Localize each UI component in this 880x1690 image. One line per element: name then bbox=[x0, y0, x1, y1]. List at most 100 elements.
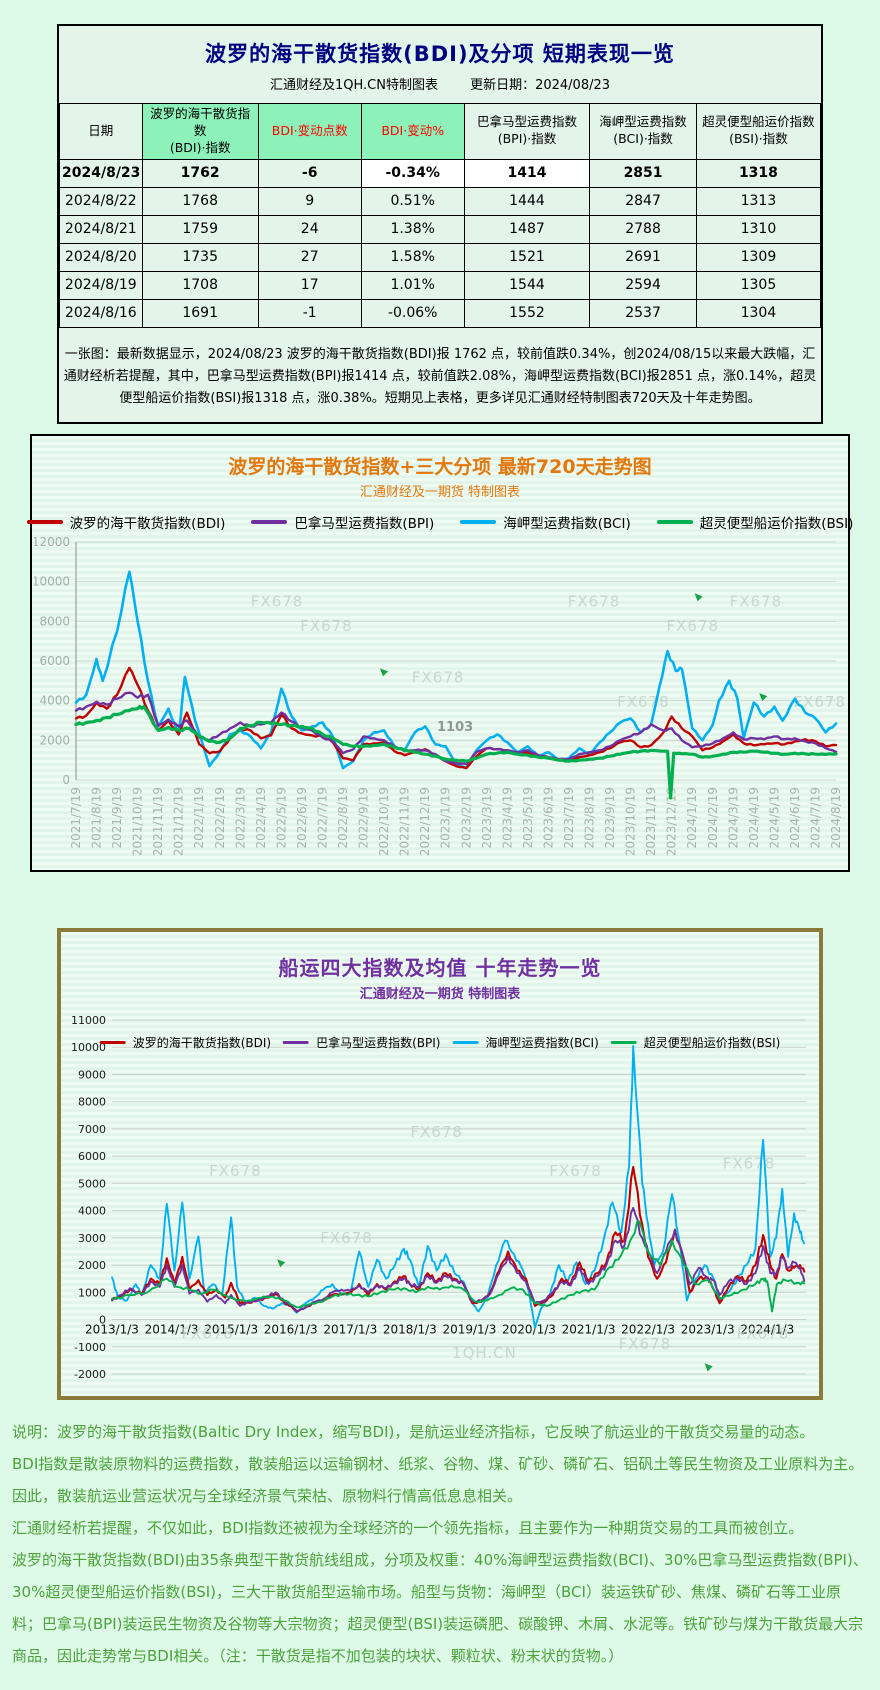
legend-item-bsi[interactable]: 超灵便型船运价指数(BSI) bbox=[656, 512, 854, 532]
x-tick-label: 2023/6/19 bbox=[541, 787, 555, 849]
watermark: FX678 bbox=[793, 693, 846, 711]
cursor-arrow-icon bbox=[380, 668, 388, 677]
table-cell: 2024/8/20 bbox=[59, 242, 143, 272]
cursor-arrow-icon bbox=[759, 692, 768, 701]
x-tick-label: 2021/11/19 bbox=[151, 787, 165, 856]
table-cell: 1310 bbox=[695, 214, 822, 244]
footnote-line: 说明：波罗的海干散货指数(Baltic Dry Index，缩写BDI)，是航运… bbox=[12, 1422, 815, 1441]
y-tick-label: 12000 bbox=[34, 535, 70, 549]
table-cell: -1 bbox=[257, 298, 362, 328]
y-tick-label: 8000 bbox=[78, 1095, 106, 1108]
series-line-bsi bbox=[74, 704, 838, 800]
y-tick-label: 4000 bbox=[78, 1204, 106, 1217]
series-line-bdi bbox=[74, 666, 838, 769]
x-tick-label: 2024/1/19 bbox=[685, 787, 699, 849]
table-cell: 1735 bbox=[141, 242, 259, 272]
table-row: 2024/8/19 1708 17 1.01% 1544 2594 1305 bbox=[59, 270, 822, 300]
x-tick-label: 2017/1/3 bbox=[323, 1322, 377, 1336]
watermark: FX678 bbox=[667, 616, 720, 634]
watermark: FX678 bbox=[209, 1161, 262, 1179]
legend-label: 海岬型运费指数(BCI) bbox=[485, 1035, 599, 1050]
x-tick-label: 2022/4/19 bbox=[254, 787, 268, 849]
table-cell: 1768 bbox=[141, 186, 259, 216]
chart2-wrap: -2000 -1000 0 1000 2000 3000 4000 5000 6000 7000 8… bbox=[61, 1004, 819, 1386]
y-tick-label: 0 bbox=[62, 773, 70, 787]
footnote-line: BDI指数是散装原物料的运费指数，散装船运以运输钢材、纸浆、谷物、煤、矿砂、磷矿… bbox=[12, 1454, 864, 1473]
legend-label: 海岬型运费指数(BCI) bbox=[503, 515, 631, 532]
table-cell: 1313 bbox=[695, 186, 822, 216]
legend-item-bdi[interactable]: 波罗的海干散货指数(BDI) bbox=[26, 512, 226, 532]
legend-swatch-bci-icon bbox=[460, 519, 497, 524]
table-cell: -0.34% bbox=[360, 158, 465, 188]
subtitle-update-date: 更新日期：2024/08/23 bbox=[470, 78, 611, 93]
legend-label: 超灵便型船运价指数(BSI) bbox=[699, 515, 854, 532]
x-tick-label: 2023/10/19 bbox=[624, 787, 638, 856]
table-cell: 2851 bbox=[589, 158, 697, 188]
watermark: FX678 bbox=[730, 592, 783, 610]
x-tick-label: 2023/1/3 bbox=[681, 1322, 735, 1336]
cursor-arrow-icon bbox=[704, 1363, 713, 1372]
legend-item-bci[interactable]: 海岬型运费指数(BCI) bbox=[452, 1034, 599, 1051]
column-header: 波罗的海干散货指数 (BDI)·指数 bbox=[141, 103, 259, 160]
x-tick-label: 2023/5/19 bbox=[521, 787, 535, 849]
x-tick-label: 2023/11/19 bbox=[644, 787, 658, 856]
legend-swatch-bdi-icon bbox=[26, 519, 63, 524]
x-tick-label: 2023/9/19 bbox=[603, 787, 617, 849]
legend-item-bsi[interactable]: 超灵便型船运价指数(BSI) bbox=[610, 1034, 781, 1051]
y-tick-label: 3000 bbox=[78, 1231, 106, 1244]
x-tick-label: 2022/8/19 bbox=[336, 787, 350, 849]
legend-label: 巴拿马型运费指数(BPI) bbox=[294, 515, 435, 532]
x-tick-label: 2023/1/19 bbox=[439, 787, 453, 849]
x-tick-label: 2024/6/19 bbox=[788, 787, 802, 849]
legend-label: 波罗的海干散货指数(BDI) bbox=[132, 1035, 272, 1050]
table-cell: 1.58% bbox=[360, 242, 465, 272]
chart1-plot: 0 2000 4000 6000 8000 10000 12000 2021/7/19 2021… bbox=[34, 535, 846, 856]
table-cell: 1759 bbox=[141, 214, 259, 244]
table-cell: 1318 bbox=[695, 158, 822, 188]
y-tick-label: 5000 bbox=[78, 1177, 106, 1190]
watermark: FX678 bbox=[619, 1335, 672, 1353]
legend-item-bdi[interactable]: 波罗的海干散货指数(BDI) bbox=[99, 1034, 272, 1051]
legend-swatch-bpi-icon bbox=[251, 519, 288, 524]
data-label: 1103 bbox=[437, 720, 473, 735]
bdi-summary-panel: 波罗的海干散货指数(BDI)及分项 短期表现一览 汇通财经及1QH.CN特制图表… bbox=[57, 24, 823, 424]
legend-swatch-bsi-icon bbox=[656, 519, 693, 524]
table-cell: 2024/8/21 bbox=[59, 214, 143, 244]
table-cell: 1521 bbox=[463, 242, 591, 272]
chart2-title: 船运四大指数及均值 十年走势一览 bbox=[278, 955, 602, 980]
table-cell: 2024/8/23 bbox=[59, 158, 143, 188]
cursor-arrow-icon bbox=[694, 593, 703, 602]
watermark: FX678 bbox=[410, 1122, 463, 1140]
subtitle-source: 汇通财经及1QH.CN特制图表 bbox=[269, 78, 438, 93]
x-tick-label: 2023/8/19 bbox=[583, 787, 597, 849]
chart2-plot: -2000 -1000 0 1000 2000 3000 4000 5000 6000 7000 8… bbox=[71, 1014, 806, 1381]
y-tick-label: 10000 bbox=[71, 1041, 106, 1054]
legend-swatch-bdi-icon bbox=[99, 1040, 126, 1044]
series-line-bsi bbox=[111, 1220, 806, 1312]
cursor-arrow-icon bbox=[277, 1258, 286, 1267]
legend-item-bpi[interactable]: 巴拿马型运费指数(BPI) bbox=[251, 512, 434, 532]
legend-label: 超灵便型船运价指数(BSI) bbox=[643, 1035, 781, 1050]
table-cell: 1708 bbox=[141, 270, 259, 300]
table-cell: 1762 bbox=[141, 158, 259, 188]
series-line-bpi bbox=[111, 1206, 806, 1312]
x-tick-label: 2015/1/3 bbox=[204, 1322, 258, 1336]
watermark: FX678 bbox=[251, 592, 304, 610]
y-tick-label: 8000 bbox=[39, 614, 70, 628]
table-cell: 2594 bbox=[589, 270, 697, 300]
legend-item-bci[interactable]: 海岬型运费指数(BCI) bbox=[460, 512, 631, 532]
chart-10y-panel: 船运四大指数及均值 十年走势一览 汇通财经及一期货 特制图表 -2000 -100… bbox=[57, 927, 823, 1400]
x-tick-label: 2022/12/19 bbox=[418, 787, 432, 856]
table-cell: 2024/8/22 bbox=[59, 186, 143, 216]
chart1-subtitle: 汇通财经及一期货 特制图表 bbox=[359, 484, 521, 500]
legend-label: 波罗的海干散货指数(BDI) bbox=[69, 515, 226, 532]
legend-item-bpi[interactable]: 巴拿马型运费指数(BPI) bbox=[283, 1034, 440, 1051]
watermark: FX678 bbox=[320, 1229, 373, 1247]
y-tick-label: 10000 bbox=[34, 574, 70, 588]
watermark: FX678 bbox=[723, 1154, 776, 1172]
table-cell: 1.38% bbox=[360, 214, 465, 244]
legend-swatch-bpi-icon bbox=[283, 1040, 310, 1044]
y-tick-label: 7000 bbox=[78, 1123, 106, 1136]
x-tick-label: 2022/10/19 bbox=[377, 787, 391, 856]
x-tick-label: 2024/3/19 bbox=[726, 787, 740, 849]
